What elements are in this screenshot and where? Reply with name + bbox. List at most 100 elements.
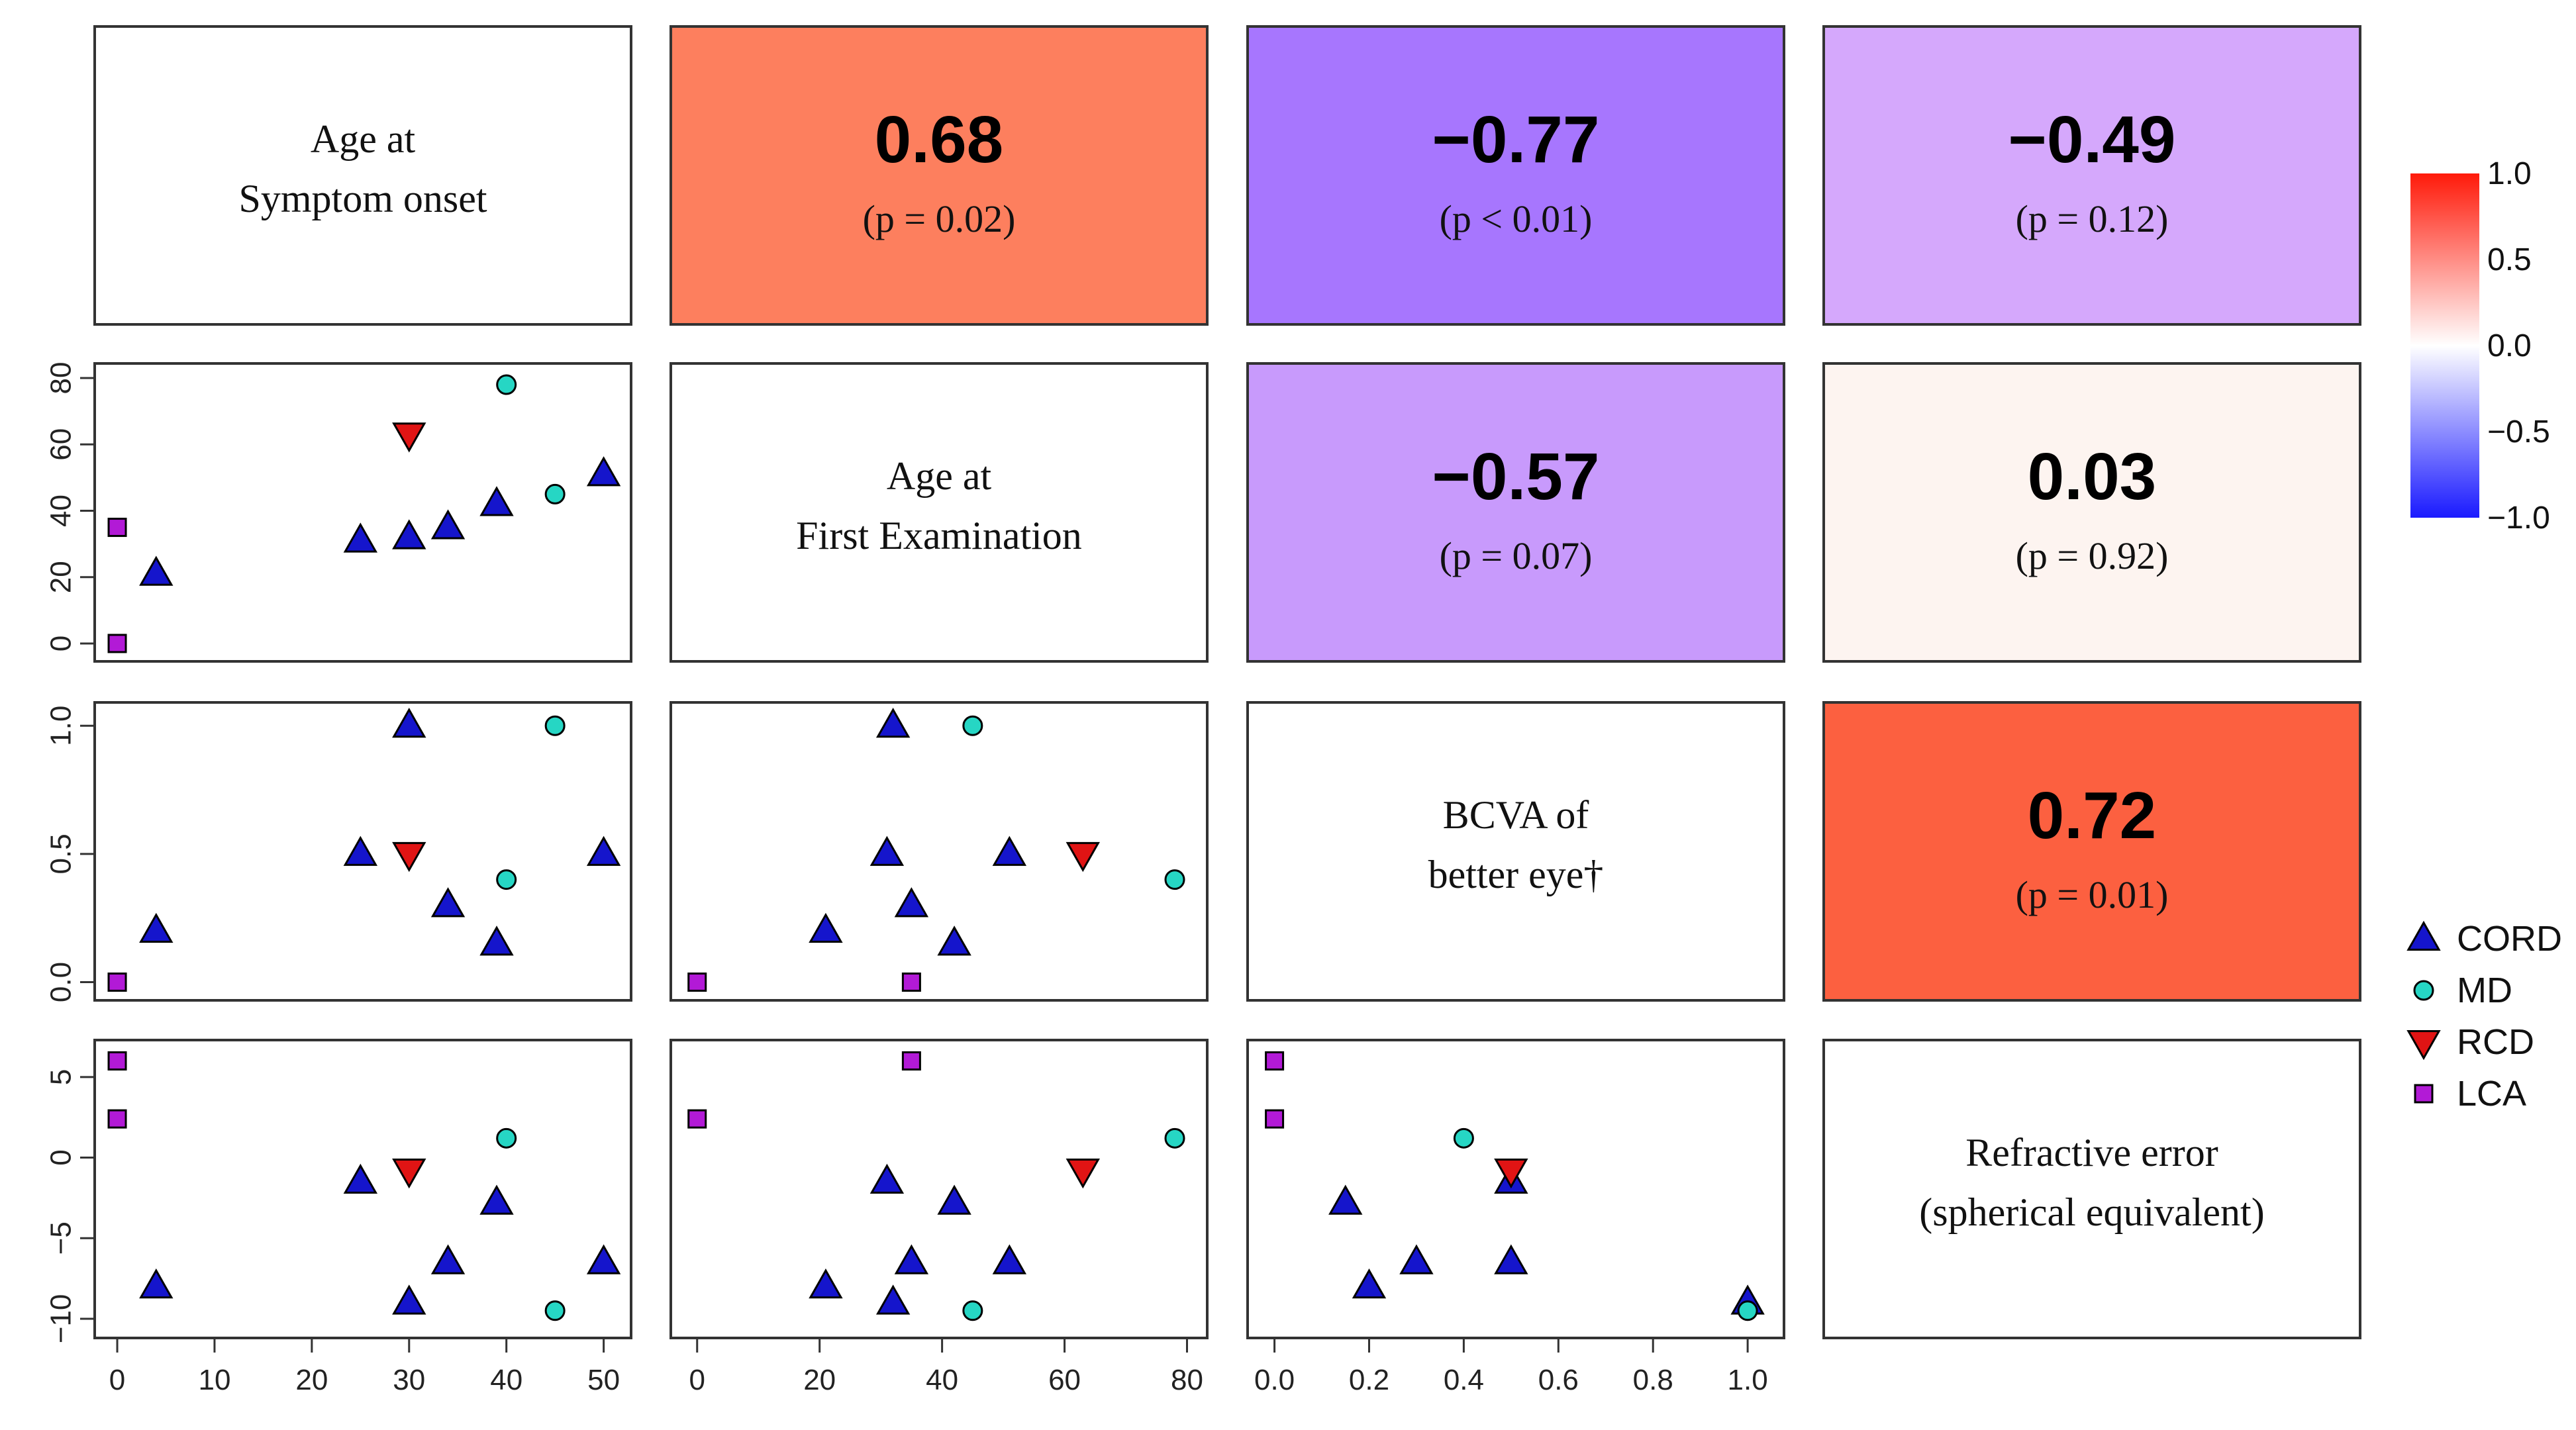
y-tick-label-exam-4: 80 xyxy=(44,362,77,395)
variable-label-refr-line-1: Refractive error xyxy=(1965,1131,2218,1174)
point-cord-6-panel-3-2 xyxy=(1494,1244,1528,1274)
x-tick-label-onset-1: 10 xyxy=(198,1364,230,1396)
point-cord-3-panel-3-1 xyxy=(875,1284,911,1315)
variable-label-exam-line-2: First Examination xyxy=(796,514,1082,557)
variable-label-exam-line-1: Age at xyxy=(887,454,992,498)
correlation-value-0-1: 0.68 xyxy=(875,103,1004,177)
point-md-1-panel-2-0 xyxy=(496,869,517,890)
y-tick-label-bcva-0: 0.0 xyxy=(44,962,77,1002)
legend-marker-rcd xyxy=(2406,1030,2441,1061)
point-lca-2-panel-3-1 xyxy=(901,1051,921,1071)
y-tick-label-bcva-2: 1.0 xyxy=(44,706,77,746)
y-tick-label-refr-3: 5 xyxy=(44,1069,77,1085)
legend-label-md: MD xyxy=(2457,971,2512,1010)
point-lca-2-panel-3-0 xyxy=(107,1051,127,1071)
point-cord-6-panel-3-0 xyxy=(586,1244,621,1274)
point-lca-2-panel-2-1 xyxy=(901,973,921,992)
point-cord-2-panel-1-0 xyxy=(343,522,378,553)
point-cord-4-panel-1-0 xyxy=(430,509,466,540)
point-lca-1-panel-1-0 xyxy=(107,634,127,653)
correlation-panel-1-2 xyxy=(1246,362,1785,663)
variable-label-refr-line-2: (spherical equivalent) xyxy=(1919,1190,2264,1234)
x-tick-label-onset-3: 30 xyxy=(393,1364,425,1396)
x-tick-label-bcva-0: 0.0 xyxy=(1254,1364,1295,1396)
x-tick-label-onset-0: 0 xyxy=(109,1364,125,1396)
x-tick-label-exam-3: 60 xyxy=(1048,1364,1081,1396)
point-cord-1-panel-1-0 xyxy=(139,555,173,586)
y-tick-label-exam-1: 20 xyxy=(44,561,77,593)
colorbar xyxy=(2410,173,2479,518)
legend-marker-cord xyxy=(2406,920,2441,951)
correlation-p-value-0-3: (p = 0.12) xyxy=(2016,197,2169,240)
y-tick-label-refr-1: −5 xyxy=(44,1221,77,1255)
legend-marker-lca xyxy=(2414,1084,2434,1104)
point-md-1-panel-1-0 xyxy=(496,374,517,395)
colorbar-tick-label-2: 0.0 xyxy=(2487,328,2532,363)
point-rcd-1-panel-2-1 xyxy=(1065,841,1100,873)
correlation-p-value-2-3: (p = 0.01) xyxy=(2016,873,2169,916)
point-cord-5-panel-2-1 xyxy=(937,926,971,956)
point-cord-3-panel-3-0 xyxy=(392,1284,426,1315)
x-tick-label-onset-2: 20 xyxy=(295,1364,328,1396)
point-rcd-1-panel-3-0 xyxy=(392,1159,426,1189)
colorbar-tick-label-4: −1.0 xyxy=(2487,501,2550,536)
x-tick-label-bcva-4: 0.8 xyxy=(1633,1364,1673,1396)
y-tick-label-exam-0: 0 xyxy=(44,636,77,651)
point-cord-6-panel-1-0 xyxy=(586,456,621,487)
variable-label-onset-line-2: Symptom onset xyxy=(238,177,487,220)
correlation-panel-0-2 xyxy=(1246,25,1785,326)
point-rcd-1-panel-3-2 xyxy=(1494,1159,1528,1189)
point-rcd-1-panel-2-0 xyxy=(392,841,426,873)
point-cord-4-panel-3-0 xyxy=(430,1244,466,1274)
correlation-panel-0-3 xyxy=(1822,25,2361,326)
correlation-p-value-1-3: (p = 0.92) xyxy=(2016,534,2169,577)
point-cord-1-panel-3-1 xyxy=(809,1268,843,1299)
correlation-p-value-0-1: (p = 0.02) xyxy=(863,197,1016,240)
legend-label-rcd: RCD xyxy=(2457,1022,2534,1062)
diagonal-panel-exam xyxy=(669,362,1209,663)
colorbar-tick-label-3: −0.5 xyxy=(2487,414,2550,450)
correlation-p-value-0-2: (p < 0.01) xyxy=(1440,197,1593,240)
point-md-1-panel-2-1 xyxy=(1164,869,1185,890)
point-md-1-panel-3-2 xyxy=(1453,1127,1474,1149)
y-tick-label-refr-2: 0 xyxy=(44,1149,77,1165)
x-tick-label-exam-0: 0 xyxy=(689,1364,705,1396)
point-cord-1-panel-3-0 xyxy=(139,1268,173,1299)
point-cord-4-panel-3-2 xyxy=(1399,1244,1434,1274)
scatter-panel-3-1 xyxy=(669,1039,1209,1339)
point-md-2-panel-3-2 xyxy=(1737,1300,1758,1321)
variable-label-onset-line-1: Age at xyxy=(311,117,416,161)
correlation-value-1-3: 0.03 xyxy=(2028,440,2157,514)
point-cord-2-panel-2-0 xyxy=(343,835,378,866)
variable-label-bcva-line-2: better eye† xyxy=(1428,853,1604,896)
point-rcd-1-panel-3-1 xyxy=(1065,1159,1100,1189)
y-tick-label-exam-2: 40 xyxy=(44,495,77,527)
point-cord-2-panel-3-0 xyxy=(343,1163,378,1194)
correlation-value-0-2: −0.77 xyxy=(1432,103,1599,177)
point-md-2-panel-2-1 xyxy=(962,715,983,736)
legend-marker-md xyxy=(2413,980,2434,1001)
x-tick-label-bcva-1: 0.2 xyxy=(1349,1364,1389,1396)
point-lca-1-panel-3-0 xyxy=(107,1109,127,1129)
scatter-panel-1-0 xyxy=(93,362,632,663)
point-cord-1-panel-2-1 xyxy=(809,912,843,943)
point-cord-3-panel-1-0 xyxy=(392,519,426,549)
x-tick-label-onset-5: 50 xyxy=(587,1364,620,1396)
y-tick-label-exam-3: 60 xyxy=(44,428,77,461)
x-tick-label-exam-4: 80 xyxy=(1171,1364,1203,1396)
legend-label-lca: LCA xyxy=(2457,1074,2526,1114)
x-tick-label-bcva-2: 0.4 xyxy=(1444,1364,1484,1396)
point-md-2-panel-2-0 xyxy=(544,715,566,736)
point-cord-5-panel-3-1 xyxy=(937,1184,971,1215)
point-md-1-panel-3-1 xyxy=(1164,1127,1185,1149)
point-lca-1-panel-3-1 xyxy=(687,1109,707,1129)
point-lca-2-panel-2-0 xyxy=(107,973,127,992)
diagonal-panel-onset xyxy=(93,25,632,326)
point-md-2-panel-3-1 xyxy=(962,1300,983,1321)
x-tick-label-onset-4: 40 xyxy=(490,1364,522,1396)
point-lca-2-panel-1-0 xyxy=(107,518,127,538)
point-cord-6-panel-2-0 xyxy=(586,835,621,866)
point-cord-5-panel-1-0 xyxy=(479,486,514,516)
point-cord-3-panel-2-1 xyxy=(875,707,911,738)
